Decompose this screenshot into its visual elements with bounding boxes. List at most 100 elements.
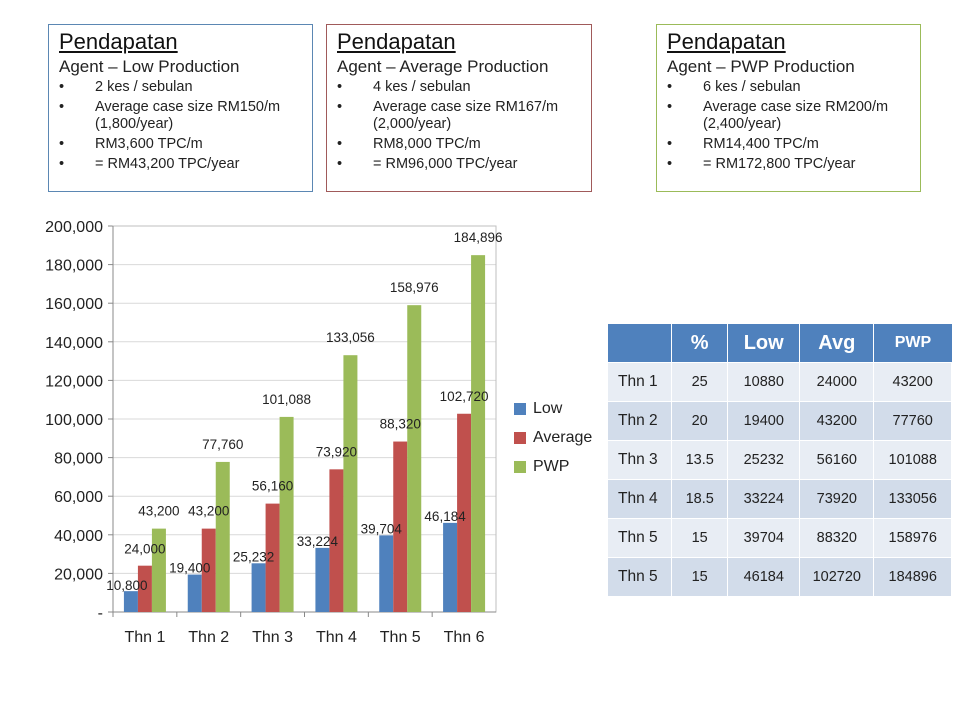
table-cell: 24000 (799, 362, 875, 402)
legend-item-average: Average (514, 423, 592, 452)
table-header-cell: Avg (799, 324, 875, 363)
table-cell: 46184 (727, 557, 801, 596)
x-tick-label: Thn 6 (444, 629, 485, 646)
bullet-item: • RM3,600 TPC/m (59, 136, 203, 152)
bar-low (379, 535, 394, 612)
bar-low (443, 522, 458, 612)
bar-average (393, 441, 408, 612)
bullet-icon: • (59, 79, 65, 95)
bullet-icon: • (337, 136, 343, 152)
x-tick-label: Thn 5 (380, 629, 421, 646)
panel-average-production: Pendapatan Agent – Average Production • 4… (326, 24, 592, 192)
legend-label: PWP (533, 457, 570, 475)
legend-item-low: Low (514, 394, 592, 423)
data-table: % Low Avg PWP Thn 1 25 10880 24000 43200 Thn … (608, 324, 952, 596)
data-label-low: 39,704 (361, 521, 403, 536)
bullet-icon: • (667, 136, 673, 152)
bar-average (265, 503, 280, 612)
x-tick-label: Thn 2 (188, 629, 229, 646)
bullet-icon: • (337, 99, 343, 115)
bar-low (315, 547, 330, 612)
table-cell: 13.5 (671, 440, 729, 480)
table-row-header: Thn 5 (608, 557, 673, 596)
data-label-low: 10,800 (106, 578, 147, 593)
panel-subtitle: Agent – Low Production (59, 57, 240, 76)
bar-average (329, 469, 344, 612)
table-cell: 18.5 (671, 479, 729, 519)
table-header-row: % Low Avg PWP (608, 324, 952, 363)
bar-low (123, 591, 138, 612)
panel-title: Pendapatan (59, 29, 178, 54)
y-tick-label: 100,000 (45, 412, 103, 429)
y-tick-label: 120,000 (45, 373, 103, 390)
x-tick-label: Thn 1 (124, 629, 165, 646)
data-label-low: 33,224 (297, 534, 339, 549)
bullet-item: • = RM96,000 TPC/year (337, 156, 518, 172)
panel-title: Pendapatan (337, 29, 456, 54)
data-label-pwp: 43,200 (138, 504, 179, 519)
bar-average (201, 528, 216, 612)
bar-pwp (471, 255, 486, 612)
bullet-icon: • (667, 99, 673, 115)
table-cell: 10880 (727, 362, 801, 402)
chart-axes: - 20,000 40,000 60,000 80,000 100,000 120,000 1… (45, 219, 497, 646)
x-tick-label: Thn 3 (252, 629, 293, 646)
chart-data-labels: 10,800 24,000 43,200 19,400 43,200 77,760 25,2… (106, 230, 502, 593)
data-label-pwp: 158,976 (390, 280, 439, 295)
y-tick-label: 180,000 (45, 258, 103, 275)
bullet-item: • = RM172,800 TPC/year (667, 156, 856, 172)
data-label-low: 25,232 (233, 549, 274, 564)
panel-bullets: • 4 kes / sebulan • Average case size RM16… (337, 79, 581, 173)
table-cell: 43200 (873, 362, 952, 402)
bar-chart: -20,00040,00060,00080,000100,000120,0001… (45, 219, 502, 646)
legend-swatch-average (514, 431, 526, 444)
bullet-icon: • (667, 156, 673, 172)
data-label-average: 73,920 (316, 444, 357, 459)
table-header-cell: Low (727, 324, 801, 363)
table-cell: 43200 (799, 401, 875, 441)
panel-bullets: • 2 kes / sebulan • Average case size RM15… (59, 79, 302, 173)
table-header-cell (608, 324, 673, 363)
table-row: Thn 5 15 46184 102720 184896 (608, 557, 952, 596)
y-tick-label: 20,000 (54, 566, 103, 583)
bullet-icon: • (59, 136, 65, 152)
table-cell: 15 (671, 518, 729, 558)
table-row-header: Thn 5 (608, 518, 673, 558)
legend-swatch-low (514, 402, 526, 415)
bar-low (251, 563, 266, 612)
y-tick-label: 140,000 (45, 335, 103, 352)
bullet-item: • RM8,000 TPC/m (337, 136, 481, 152)
y-tick-label: 40,000 (54, 528, 103, 545)
table-cell: 77760 (873, 401, 952, 441)
data-label-average: 56,160 (252, 479, 293, 494)
legend-label: Average (533, 428, 593, 446)
bullet-item: • Average case size RM167/m (2,000/year) (337, 99, 559, 132)
table-cell: 33224 (727, 479, 801, 519)
bullet-icon: • (59, 156, 65, 172)
bullet-item: • 6 kes / sebulan (667, 79, 801, 95)
data-label-low: 19,400 (169, 561, 210, 576)
data-label-pwp: 133,056 (326, 330, 375, 345)
y-tick-label: - (98, 605, 103, 622)
y-tick-label: 160,000 (45, 296, 103, 313)
table-cell: 184896 (873, 557, 952, 596)
bar-pwp (279, 416, 294, 612)
chart-bars (123, 255, 486, 612)
bar-average (137, 565, 152, 612)
legend-swatch-pwp (514, 460, 526, 473)
bar-pwp (215, 461, 230, 612)
panel-pwp-production: Pendapatan Agent – PWP Production • 6 kes… (656, 24, 921, 192)
table-cell: 101088 (873, 440, 952, 480)
bullet-icon: • (667, 79, 673, 95)
bullet-item: • RM14,400 TPC/m (667, 136, 819, 152)
bullet-item: • 4 kes / sebulan (337, 79, 471, 95)
legend-item-pwp: PWP (514, 452, 592, 481)
data-label-average: 24,000 (124, 542, 165, 557)
x-tick-label: Thn 4 (316, 629, 357, 646)
bar-pwp (151, 528, 166, 612)
panel-bullets: • 6 kes / sebulan • Average case size RM20… (667, 79, 910, 173)
bullet-item: • = RM43,200 TPC/year (59, 156, 240, 172)
bar-average (457, 413, 472, 612)
data-label-average: 88,320 (380, 417, 421, 432)
bar-pwp (407, 305, 422, 612)
